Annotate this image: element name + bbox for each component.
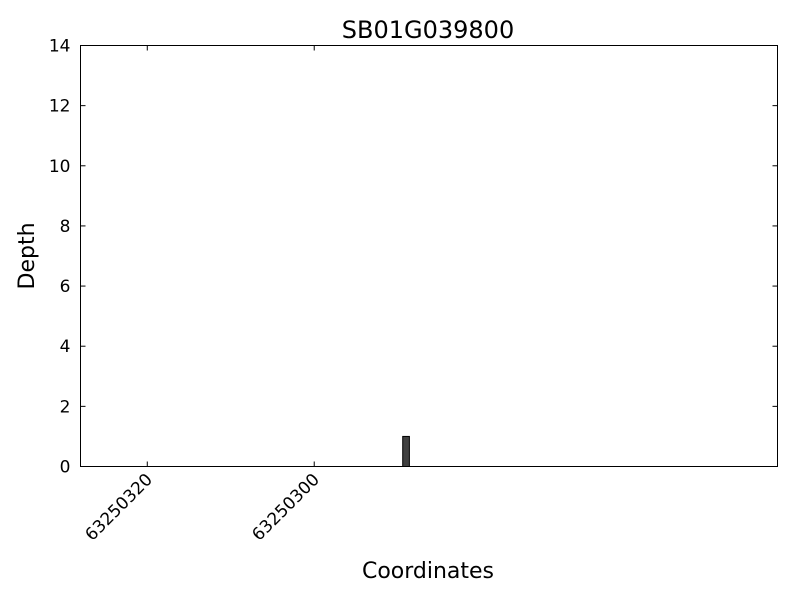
axes: 0246810121463250440632504206325040063250… bbox=[49, 37, 778, 545]
y-tick-label: 6 bbox=[60, 277, 71, 297]
y-tick-label: 0 bbox=[60, 458, 71, 478]
x-tick-label: 63250320 bbox=[81, 470, 156, 545]
y-tick-label: 4 bbox=[60, 337, 71, 357]
plot-frame bbox=[80, 45, 778, 467]
y-axis-label: Depth bbox=[15, 222, 40, 289]
y-tick-label: 10 bbox=[49, 157, 71, 177]
y-tick-label: 8 bbox=[60, 217, 71, 237]
y-tick-label: 12 bbox=[49, 97, 71, 117]
bar bbox=[402, 435, 410, 467]
chart-title: SB01G039800 bbox=[342, 16, 514, 44]
y-tick-label: 14 bbox=[49, 37, 71, 57]
x-tick-label: 63250300 bbox=[248, 470, 323, 545]
x-axis-label: Coordinates bbox=[362, 559, 494, 584]
y-tick-label: 2 bbox=[60, 397, 71, 417]
